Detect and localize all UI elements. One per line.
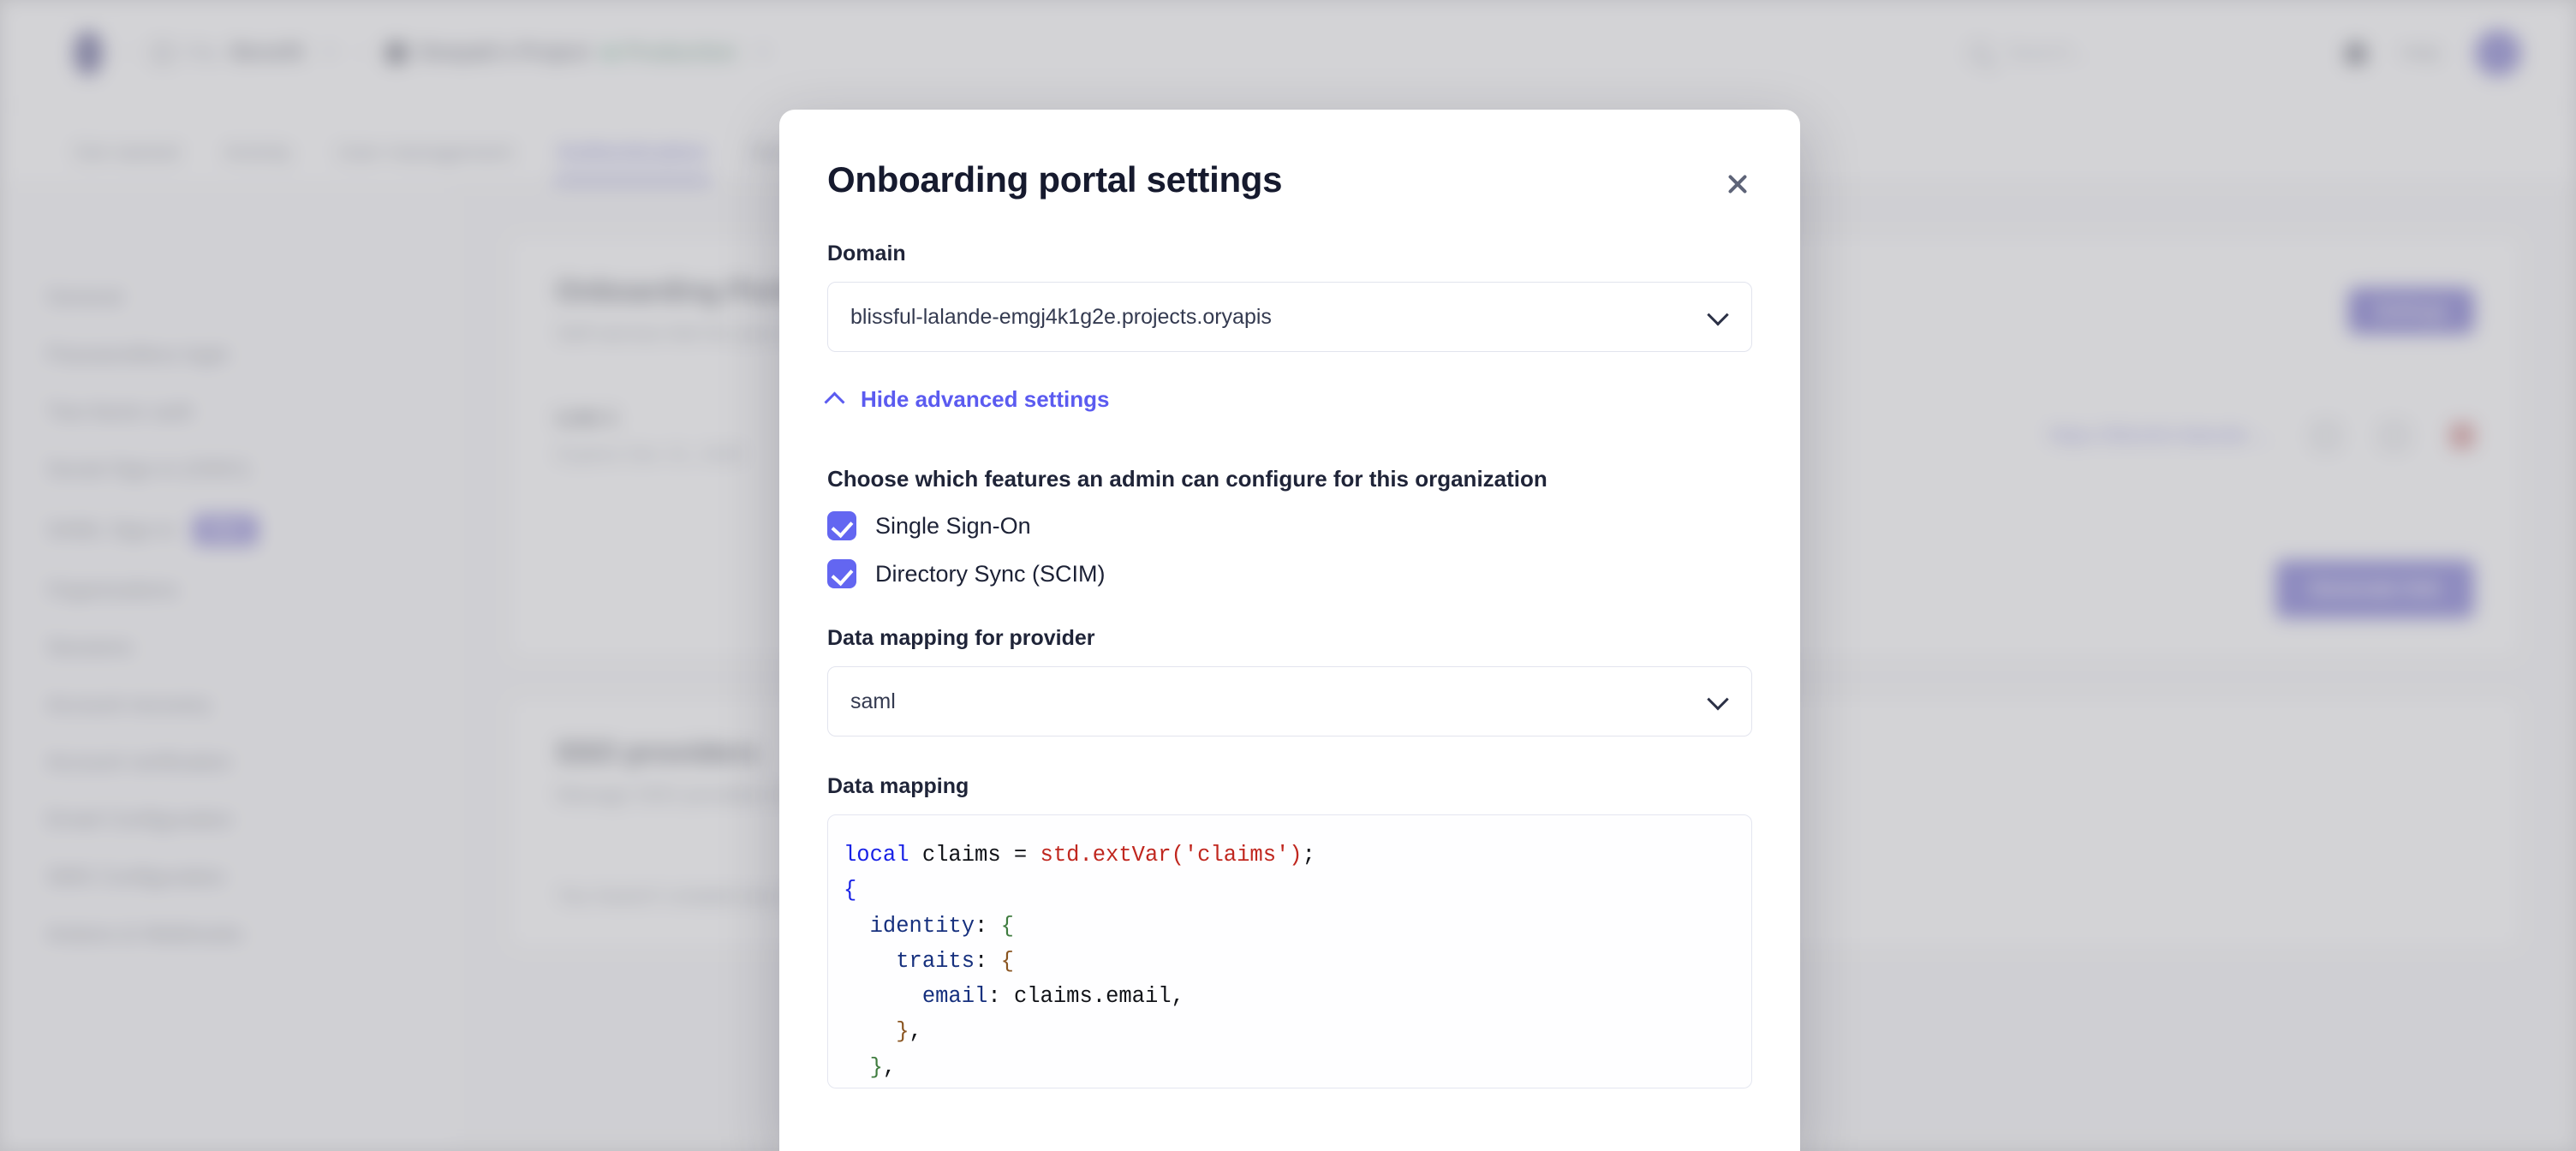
hide-advanced-settings-toggle[interactable]: Hide advanced settings: [824, 386, 1110, 413]
feature-label: Directory Sync (SCIM): [875, 560, 1106, 587]
modal-title: Onboarding portal settings: [827, 159, 1283, 200]
provider-select[interactable]: saml: [827, 666, 1752, 737]
onboarding-portal-settings-modal: Onboarding portal settings Domain blissf…: [779, 110, 1800, 1151]
chevron-up-icon: [824, 391, 845, 413]
advanced-toggle-label: Hide advanced settings: [861, 386, 1110, 412]
domain-select[interactable]: blissful-lalande-emgj4k1g2e.projects.ory…: [827, 282, 1752, 352]
provider-label: Data mapping for provider: [827, 626, 1095, 650]
provider-value: saml: [850, 689, 896, 713]
feature-row-directory-sync: Directory Sync (SCIM): [827, 559, 1752, 588]
jsonnet-code[interactable]: local claims = std.extVar('claims'); { i…: [844, 843, 1315, 1080]
features-heading: Choose which features an admin can confi…: [827, 466, 1547, 492]
checkbox-single-sign-on[interactable]: [827, 511, 856, 540]
feature-row-single-sign-on: Single Sign-On: [827, 511, 1752, 540]
domain-value: blissful-lalande-emgj4k1g2e.projects.ory…: [850, 304, 1272, 329]
data-mapping-label: Data mapping: [827, 774, 969, 798]
chevron-down-icon: [1707, 304, 1729, 326]
checkbox-directory-sync[interactable]: [827, 559, 856, 588]
modal-header: Onboarding portal settings: [827, 159, 1752, 204]
data-mapping-code-editor[interactable]: local claims = std.extVar('claims'); { i…: [827, 814, 1752, 1088]
close-icon[interactable]: [1718, 164, 1757, 204]
chevron-down-icon: [1707, 689, 1729, 711]
feature-label: Single Sign-On: [875, 512, 1031, 539]
domain-label: Domain: [827, 242, 906, 265]
